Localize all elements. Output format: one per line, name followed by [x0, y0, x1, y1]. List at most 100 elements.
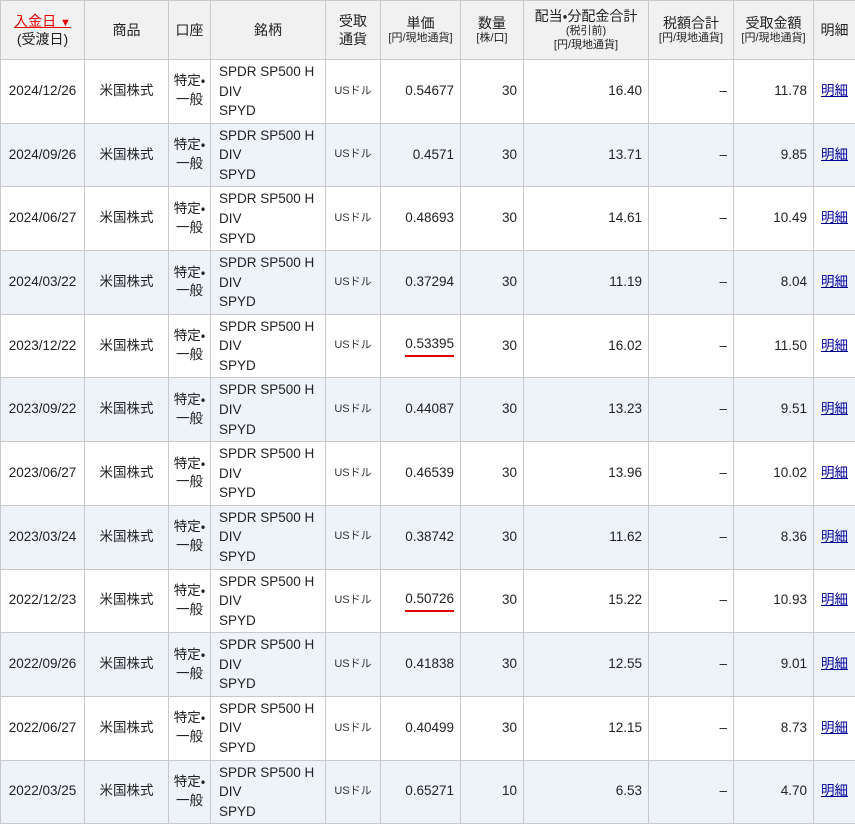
- symbol-name: SPDR SP500 H DIV: [219, 635, 320, 674]
- currency-cell: USドル: [326, 505, 381, 569]
- account-type-cell: 特定・一般: [169, 187, 211, 251]
- currency-cell: USドル: [326, 442, 381, 506]
- symbol-ticker: SPYD: [219, 292, 320, 312]
- deposit-date-cell: 2022/03/25: [1, 760, 85, 824]
- tax-total-cell: –: [649, 187, 734, 251]
- received-amount-cell: 11.50: [734, 314, 814, 378]
- tax-total-cell: –: [649, 633, 734, 697]
- detail-cell: 明細: [814, 760, 855, 824]
- product-cell: 米国株式: [85, 569, 169, 633]
- dividend-total-cell: 13.96: [524, 442, 649, 506]
- detail-link[interactable]: 明細: [821, 401, 848, 416]
- header-tax-unit: [円/現地通貨]: [650, 32, 732, 46]
- header-received-amount: 受取金額 [円/現地通貨]: [734, 1, 814, 60]
- detail-cell: 明細: [814, 60, 855, 124]
- symbol-name: SPDR SP500 H DIV: [219, 380, 320, 419]
- header-quantity-label: 数量: [478, 15, 506, 31]
- detail-link[interactable]: 明細: [821, 147, 848, 162]
- tax-total-cell: –: [649, 60, 734, 124]
- symbol-name: SPDR SP500 H DIV: [219, 253, 320, 292]
- account-type-cell: 特定・一般: [169, 60, 211, 124]
- header-tax-label: 税額合計: [663, 15, 719, 31]
- detail-link[interactable]: 明細: [821, 656, 848, 671]
- detail-cell: 明細: [814, 569, 855, 633]
- symbol-cell: SPDR SP500 H DIV SPYD: [211, 696, 326, 760]
- unit-price-value: 0.65271: [405, 782, 454, 801]
- symbol-cell: SPDR SP500 H DIV SPYD: [211, 378, 326, 442]
- tax-total-cell: –: [649, 569, 734, 633]
- table-row: 2023/12/22 米国株式 特定・一般 SPDR SP500 H DIV S…: [1, 314, 855, 378]
- received-amount-cell: 9.01: [734, 633, 814, 697]
- detail-cell: 明細: [814, 314, 855, 378]
- unit-price-cell: 0.4571: [381, 123, 461, 187]
- currency-cell: USドル: [326, 314, 381, 378]
- currency-cell: USドル: [326, 633, 381, 697]
- header-tax-total: 税額合計 [円/現地通貨]: [649, 1, 734, 60]
- deposit-date-cell: 2023/06/27: [1, 442, 85, 506]
- symbol-name: SPDR SP500 H DIV: [219, 317, 320, 356]
- tax-total-cell: –: [649, 251, 734, 315]
- dividend-total-cell: 11.62: [524, 505, 649, 569]
- unit-price-cell: 0.37294: [381, 251, 461, 315]
- unit-price-value: 0.38742: [405, 528, 454, 547]
- detail-cell: 明細: [814, 442, 855, 506]
- currency-cell: USドル: [326, 569, 381, 633]
- deposit-date-cell: 2022/06/27: [1, 696, 85, 760]
- sort-desc-icon: ▼: [60, 17, 71, 29]
- unit-price-value: 0.54677: [405, 82, 454, 101]
- table-row: 2022/06/27 米国株式 特定・一般 SPDR SP500 H DIV S…: [1, 696, 855, 760]
- detail-link[interactable]: 明細: [821, 529, 848, 544]
- unit-price-value: 0.53395: [405, 335, 454, 357]
- header-currency: 受取 通貨: [326, 1, 381, 60]
- detail-link[interactable]: 明細: [821, 720, 848, 735]
- received-amount-cell: 9.51: [734, 378, 814, 442]
- header-unit-price-unit: [円/現地通貨]: [382, 32, 459, 46]
- detail-link[interactable]: 明細: [821, 274, 848, 289]
- dividend-total-cell: 11.19: [524, 251, 649, 315]
- quantity-cell: 30: [461, 505, 524, 569]
- detail-link[interactable]: 明細: [821, 338, 848, 353]
- detail-link[interactable]: 明細: [821, 783, 848, 798]
- deposit-date-cell: 2023/09/22: [1, 378, 85, 442]
- unit-price-value: 0.41838: [405, 655, 454, 674]
- account-type-cell: 特定・一般: [169, 442, 211, 506]
- quantity-cell: 30: [461, 569, 524, 633]
- detail-link[interactable]: 明細: [821, 83, 848, 98]
- detail-cell: 明細: [814, 187, 855, 251]
- product-cell: 米国株式: [85, 123, 169, 187]
- header-dividend-pretax-label: (税引前): [525, 25, 647, 39]
- unit-price-value: 0.4571: [413, 146, 454, 165]
- symbol-ticker: SPYD: [219, 101, 320, 121]
- currency-cell: USドル: [326, 760, 381, 824]
- received-amount-cell: 10.02: [734, 442, 814, 506]
- table-row: 2024/09/26 米国株式 特定・一般 SPDR SP500 H DIV S…: [1, 123, 855, 187]
- account-type-cell: 特定・一般: [169, 760, 211, 824]
- tax-total-cell: –: [649, 123, 734, 187]
- symbol-name: SPDR SP500 H DIV: [219, 189, 320, 228]
- sort-by-deposit-date-link[interactable]: 入金日 ▼: [14, 13, 71, 29]
- table-row: 2022/03/25 米国株式 特定・一般 SPDR SP500 H DIV S…: [1, 760, 855, 824]
- quantity-cell: 30: [461, 60, 524, 124]
- symbol-ticker: SPYD: [219, 356, 320, 376]
- received-amount-cell: 10.93: [734, 569, 814, 633]
- account-type-cell: 特定・一般: [169, 633, 211, 697]
- symbol-cell: SPDR SP500 H DIV SPYD: [211, 442, 326, 506]
- product-cell: 米国株式: [85, 378, 169, 442]
- symbol-cell: SPDR SP500 H DIV SPYD: [211, 505, 326, 569]
- dividend-total-cell: 12.55: [524, 633, 649, 697]
- deposit-date-cell: 2024/12/26: [1, 60, 85, 124]
- unit-price-value: 0.46539: [405, 464, 454, 483]
- table-row: 2023/06/27 米国株式 特定・一般 SPDR SP500 H DIV S…: [1, 442, 855, 506]
- tax-total-cell: –: [649, 314, 734, 378]
- detail-link[interactable]: 明細: [821, 592, 848, 607]
- product-cell: 米国株式: [85, 60, 169, 124]
- symbol-ticker: SPYD: [219, 483, 320, 503]
- unit-price-cell: 0.46539: [381, 442, 461, 506]
- detail-link[interactable]: 明細: [821, 210, 848, 225]
- detail-cell: 明細: [814, 123, 855, 187]
- table-row: 2023/03/24 米国株式 特定・一般 SPDR SP500 H DIV S…: [1, 505, 855, 569]
- quantity-cell: 30: [461, 696, 524, 760]
- detail-cell: 明細: [814, 696, 855, 760]
- received-amount-cell: 9.85: [734, 123, 814, 187]
- detail-link[interactable]: 明細: [821, 465, 848, 480]
